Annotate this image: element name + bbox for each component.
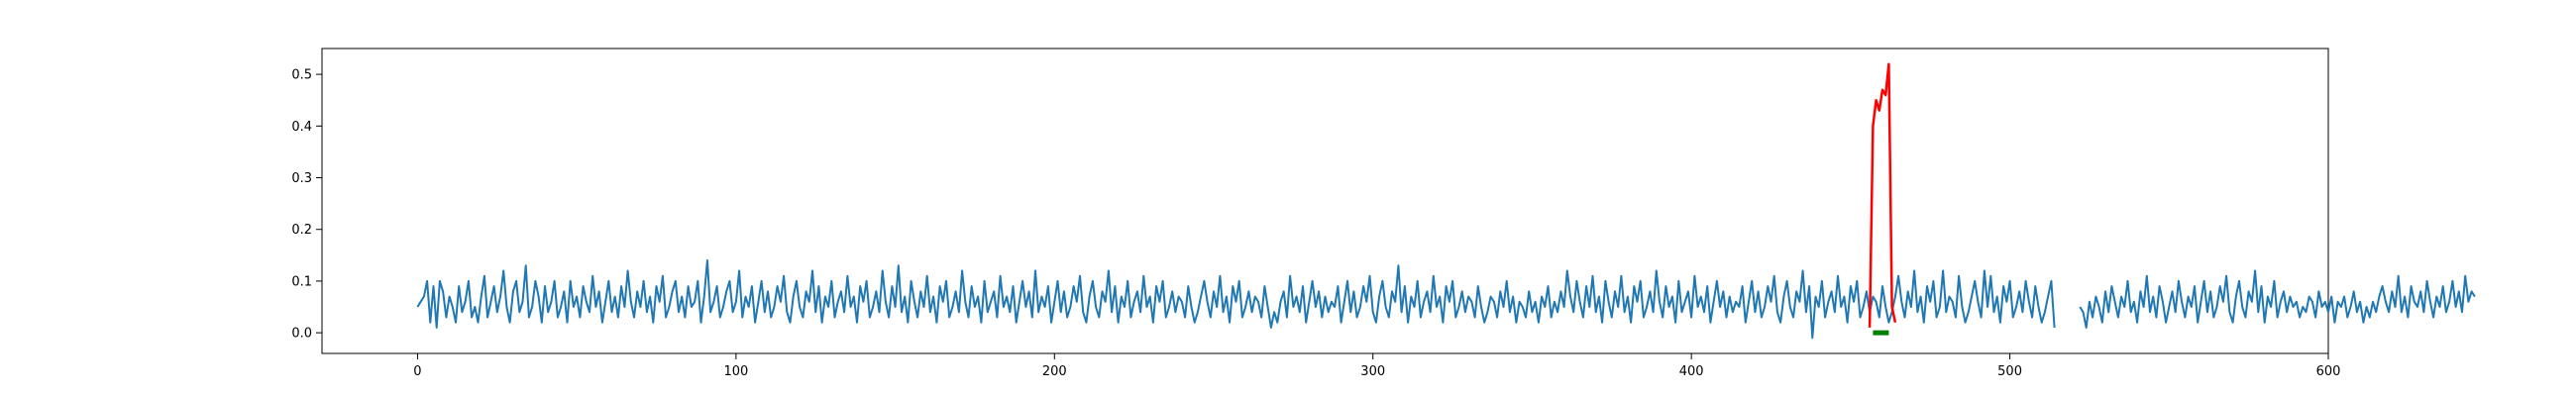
y-tick-label: 0.0: [291, 327, 312, 342]
plot-frame: [321, 48, 2329, 354]
x-tick-label: 400: [1679, 364, 1704, 379]
x-tick-label: 0: [413, 364, 421, 379]
y-tick-label: 0.5: [291, 68, 312, 83]
y-tick-label: 0.1: [291, 274, 312, 289]
y-tick-label: 0.4: [291, 120, 312, 135]
x-tick-label: 100: [723, 364, 748, 379]
x-axis: 0 100 200 300 400 500 600: [413, 353, 2340, 379]
x-tick-label: 600: [2316, 364, 2341, 379]
x-tick-label: 500: [1997, 364, 2022, 379]
series-line-2: [1868, 62, 1897, 328]
y-tick-label: 0.2: [291, 223, 312, 238]
plot-area: [321, 48, 2329, 354]
x-tick-label: 300: [1360, 364, 1385, 379]
series-layer: [416, 62, 2476, 340]
series-line-1: [416, 259, 2476, 340]
y-tick-label: 0.3: [291, 171, 312, 186]
x-tick-label: 200: [1042, 364, 1067, 379]
y-axis: 0.0 0.1 0.2 0.3 0.4 0.5: [291, 68, 322, 342]
